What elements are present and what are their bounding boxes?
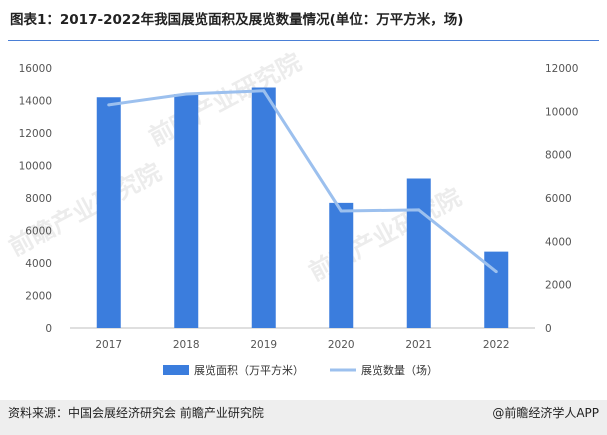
legend-label-count: 展览数量（场）: [361, 363, 438, 377]
y-right-tick-label: 4000: [545, 236, 572, 248]
footer-bar: [0, 400, 607, 435]
bar: [174, 94, 199, 328]
x-tick-label: 2019: [250, 339, 277, 351]
legend-swatch-bar: [163, 365, 189, 375]
x-tick-label: 2022: [483, 339, 510, 351]
y-left-tick-label: 12000: [19, 128, 52, 140]
y-left-tick-label: 2000: [25, 291, 52, 303]
bar: [406, 178, 431, 328]
series-line: [108, 89, 498, 273]
line-point: [107, 103, 111, 107]
y-right-tick-label: 6000: [545, 193, 572, 205]
y-right-tick-label: 10000: [545, 106, 578, 118]
line-point: [262, 89, 266, 93]
y-left-tick-label: 8000: [25, 193, 52, 205]
bar: [96, 97, 121, 328]
y-left-tick-label: 6000: [25, 226, 52, 238]
brand-credit: @前瞻经济学人APP: [492, 406, 599, 420]
x-tick-label: 2018: [173, 339, 200, 351]
y-left-tick-label: 16000: [19, 63, 52, 75]
y-left-tick-label: 10000: [19, 161, 52, 173]
y-left-tick-label: 0: [45, 323, 52, 335]
bar: [251, 87, 276, 328]
line-point: [339, 209, 343, 213]
legend-label-area: 展览面积（万平方米）: [194, 363, 304, 377]
line-point: [417, 208, 421, 212]
chart-title: 图表1：2017-2022年我国展览面积及展览数量情况(单位：万平方米，场): [10, 12, 464, 28]
source-note: 资料来源：中国会展经济研究会 前瞻产业研究院: [8, 406, 264, 420]
x-tick-label: 2020: [328, 339, 355, 351]
bar: [329, 202, 354, 328]
line-point: [494, 270, 498, 274]
x-tick-label: 2017: [95, 339, 122, 351]
y-right-tick-label: 0: [545, 323, 552, 335]
y-right-tick-label: 12000: [545, 63, 578, 75]
chart-svg: 0 2000 4000 6000 8000 10000 12000 14000 16000 0 20…: [19, 63, 579, 377]
y-right-tick-label: 2000: [545, 280, 572, 292]
y-right-tick-label: 8000: [545, 150, 572, 162]
x-tick-label: 2021: [405, 339, 432, 351]
line-point: [184, 92, 188, 96]
title-divider: [8, 40, 599, 41]
y-left-tick-label: 4000: [25, 258, 52, 270]
y-left-tick-label: 14000: [19, 96, 52, 108]
